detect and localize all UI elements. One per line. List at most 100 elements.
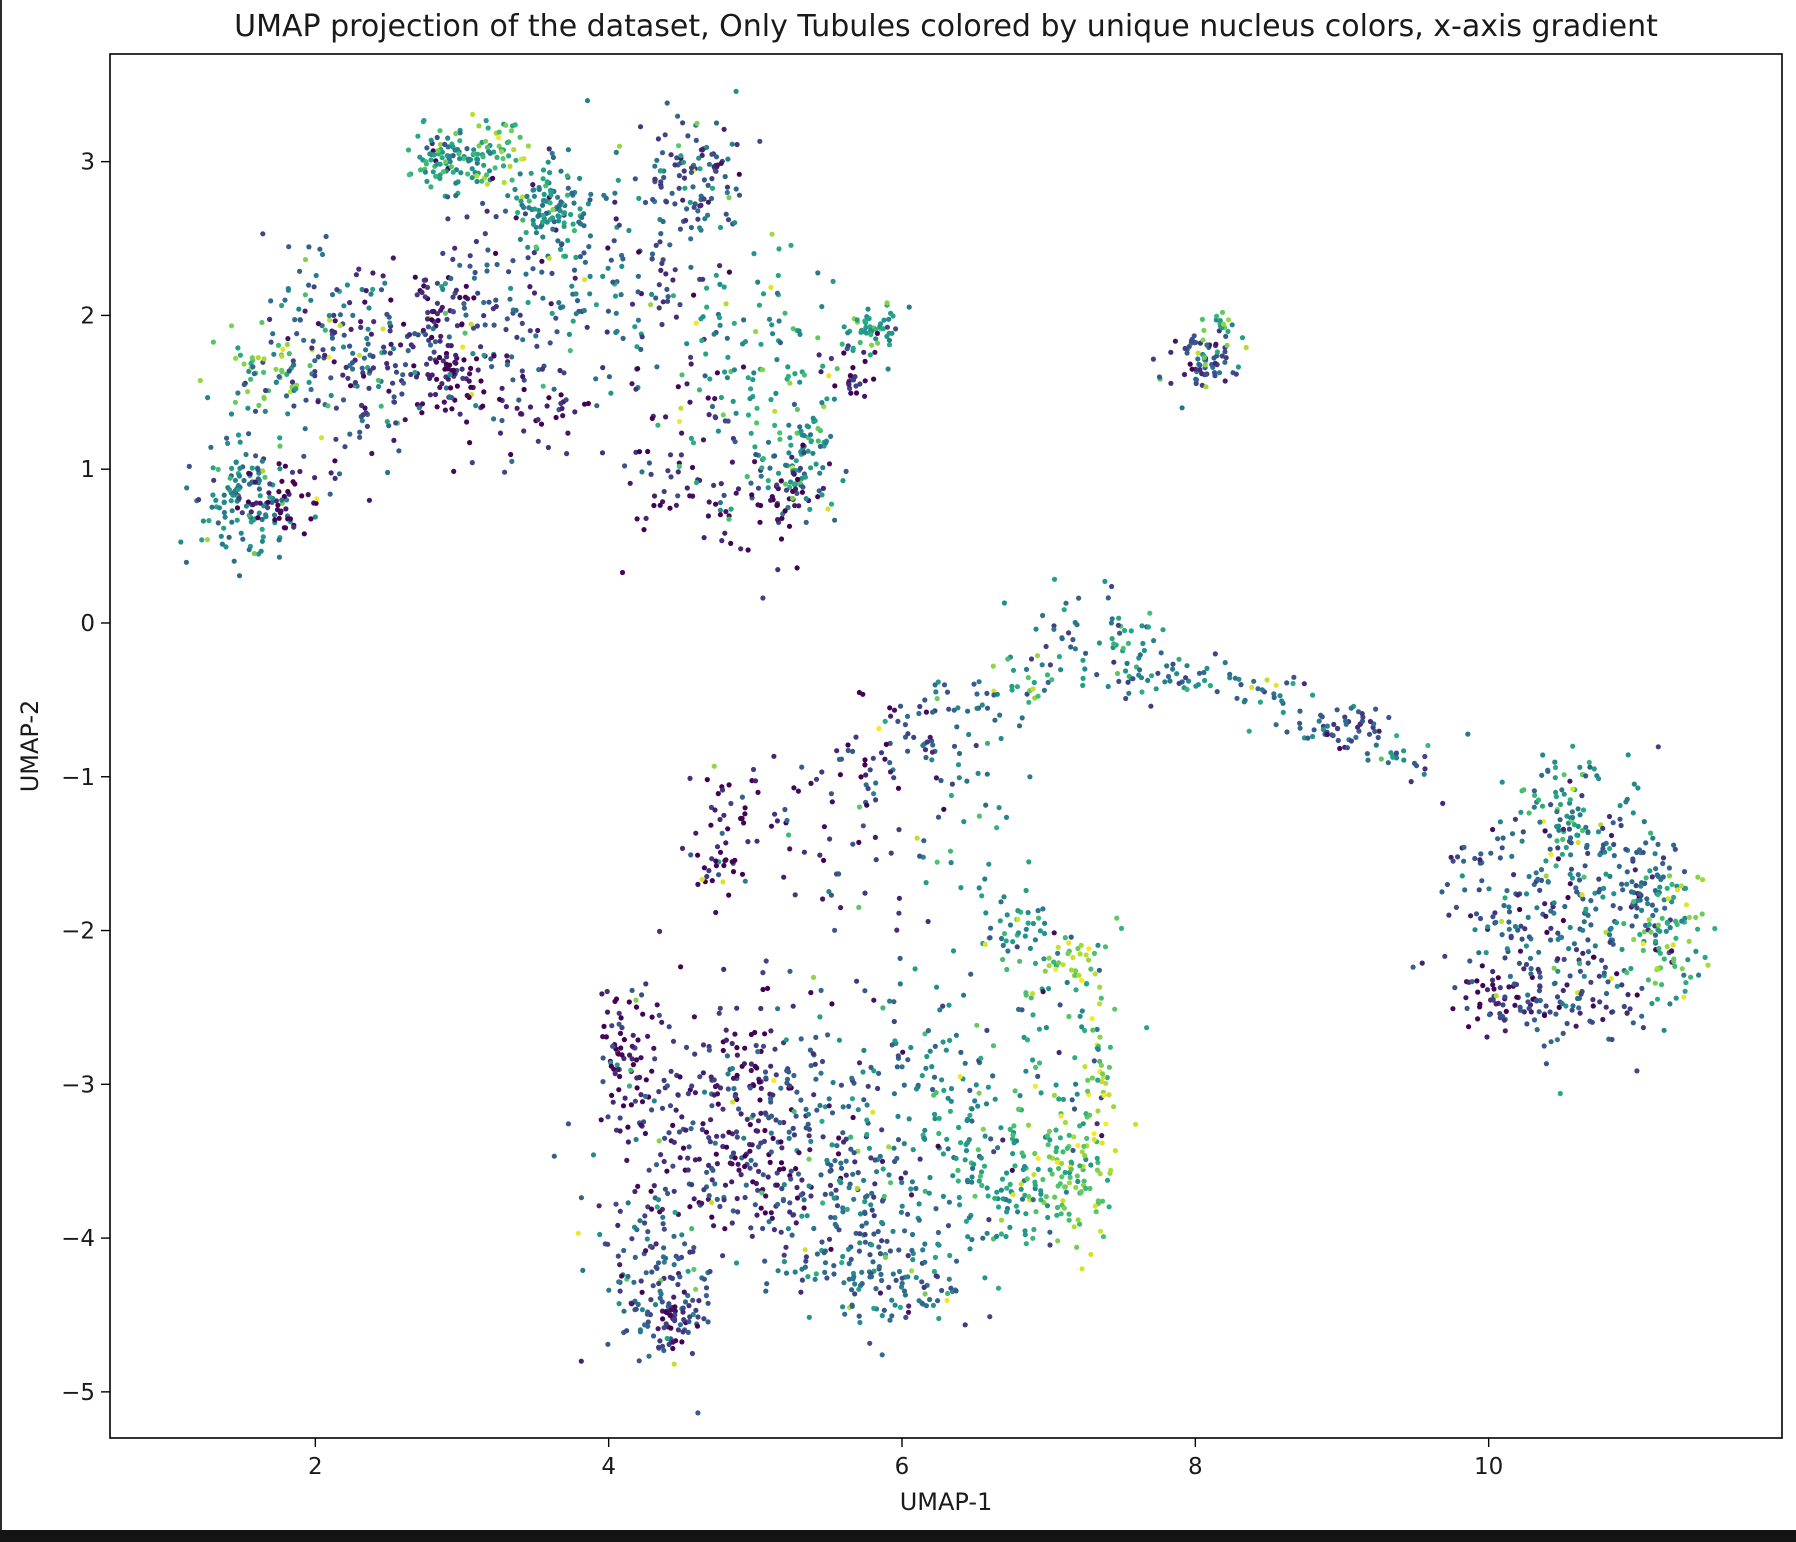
scatter-point <box>596 1203 602 1209</box>
scatter-point <box>384 360 390 367</box>
scatter-point <box>857 339 863 346</box>
scatter-point <box>829 1110 836 1116</box>
scatter-point <box>621 1247 627 1254</box>
scatter-point <box>613 329 619 336</box>
scatter-point <box>895 1137 902 1143</box>
scatter-point <box>184 485 190 491</box>
scatter-point <box>668 1307 674 1313</box>
scatter-point <box>834 748 840 754</box>
scatter-point <box>1654 965 1660 972</box>
scatter-point <box>751 370 757 376</box>
scatter-point <box>1193 366 1199 372</box>
scatter-point <box>647 1243 654 1249</box>
scatter-point <box>1031 1171 1037 1178</box>
scatter-point <box>725 1071 731 1077</box>
scatter-point <box>371 319 377 325</box>
scatter-point <box>1105 595 1111 601</box>
scatter-point <box>856 904 862 911</box>
scatter-point <box>1235 364 1241 370</box>
scatter-point <box>838 1165 845 1171</box>
scatter-point <box>1688 974 1694 980</box>
scatter-point <box>1495 975 1501 981</box>
scatter-point <box>784 1068 790 1074</box>
scatter-point <box>896 1268 903 1275</box>
scatter-point <box>1043 1194 1049 1200</box>
scatter-point <box>610 1043 616 1049</box>
scatter-point <box>473 403 479 409</box>
scatter-point <box>515 209 521 216</box>
scatter-point <box>873 857 879 863</box>
scatter-point <box>653 1264 659 1270</box>
scatter-point <box>279 353 285 359</box>
scatter-point <box>1204 342 1210 348</box>
scatter-point <box>1569 809 1575 815</box>
scatter-point <box>514 195 520 201</box>
scatter-point <box>1196 670 1203 676</box>
scatter-point <box>617 1030 624 1036</box>
scatter-point <box>1223 333 1229 339</box>
scatter-point <box>263 387 269 394</box>
scatter-point <box>1669 948 1675 954</box>
scatter-point <box>1344 745 1350 751</box>
scatter-point <box>1193 380 1199 387</box>
scatter-point <box>764 1281 770 1287</box>
scatter-point <box>540 212 546 218</box>
scatter-point <box>1372 728 1378 735</box>
scatter-point <box>1580 807 1587 813</box>
scatter-point <box>657 239 663 245</box>
scatter-point <box>348 383 354 389</box>
scatter-point <box>689 1182 695 1188</box>
scatter-point <box>638 1092 644 1098</box>
scatter-point <box>481 389 487 395</box>
scatter-point <box>1580 950 1586 956</box>
scatter-point <box>261 395 267 401</box>
scatter-point <box>805 1111 812 1117</box>
scatter-point <box>965 1234 971 1240</box>
scatter-point <box>1033 626 1039 632</box>
scatter-point <box>950 948 957 954</box>
scatter-point <box>1599 957 1605 963</box>
scatter-point <box>656 1012 662 1018</box>
scatter-point <box>700 1070 707 1076</box>
scatter-point <box>1102 578 1108 585</box>
scatter-point <box>637 1218 643 1224</box>
scatter-point <box>1512 1002 1518 1008</box>
scatter-point <box>965 1140 971 1146</box>
scatter-point <box>1585 937 1591 943</box>
scatter-point <box>871 1231 877 1237</box>
scatter-point <box>576 219 582 225</box>
scatter-point <box>1195 356 1201 362</box>
scatter-point <box>1089 1075 1095 1081</box>
scatter-point <box>366 305 372 311</box>
scatter-point <box>699 1200 705 1206</box>
scatter-point <box>768 1063 774 1069</box>
scatter-point <box>887 1317 893 1323</box>
scatter-point <box>825 506 831 512</box>
scatter-point <box>980 1235 986 1241</box>
scatter-point <box>879 1313 885 1319</box>
scatter-point <box>340 397 347 403</box>
scatter-point <box>840 1253 846 1260</box>
scatter-point <box>700 437 707 443</box>
scatter-point <box>210 492 216 498</box>
scatter-point <box>821 824 828 830</box>
scatter-point <box>655 1260 662 1266</box>
scatter-point <box>695 881 701 888</box>
scatter-point <box>672 1318 678 1324</box>
scatter-point <box>273 366 279 372</box>
scatter-point <box>739 871 746 877</box>
scatter-point <box>1239 335 1246 341</box>
scatter-point <box>908 1192 915 1198</box>
scatter-point <box>1640 1025 1646 1031</box>
scatter-point <box>255 515 261 521</box>
scatter-point <box>754 1212 760 1218</box>
scatter-point <box>635 317 642 323</box>
scatter-point <box>935 1143 941 1149</box>
scatter-point <box>796 1150 802 1156</box>
scatter-point <box>1193 339 1199 346</box>
scatter-point <box>708 195 715 202</box>
scatter-point <box>818 987 824 994</box>
scatter-point <box>1565 894 1571 901</box>
scatter-point <box>677 226 684 232</box>
scatter-point <box>1059 636 1065 642</box>
